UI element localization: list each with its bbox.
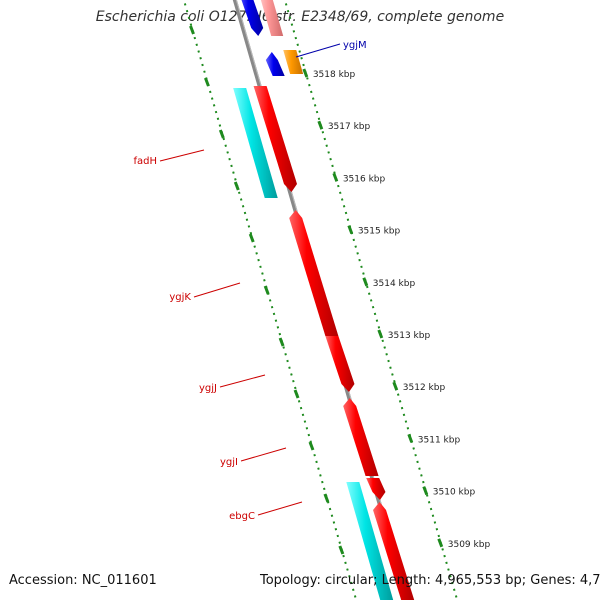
ruler-tick-label: 3518 kbp [313,70,356,80]
ruler-tick-label: 3511 kbp [418,435,461,445]
gene-leader-line [193,282,241,298]
gene-label-ygjM: ygjM [343,40,367,51]
ruler-tick [422,486,429,496]
ruler-tick-label: 3517 kbp [328,122,371,132]
ruler-tick [332,172,339,182]
left-track-tick [308,441,315,451]
left-track-tick [323,493,330,503]
ruler-tick-label: 3516 kbp [343,174,386,184]
left-guide-track [182,0,358,600]
ruler-tick [377,329,384,339]
ruler-tick [362,277,369,287]
left-track-tick [189,25,195,35]
gene-leader-line [295,43,341,58]
ruler-tick [317,120,324,130]
gene-label-ygjI: ygjI [220,457,238,468]
gene-arrow-ebgC [373,502,415,600]
left-track-tick [204,77,210,87]
ruler-tick-label: 3512 kbp [403,383,446,393]
gene-arrow-ygjI [343,398,379,476]
gene-arrow-ygjJ [325,336,355,392]
gene-arrow-orange [283,50,304,74]
ruler-tick [407,433,414,443]
ruler-tick [392,381,399,391]
map-title: Escherichia coli O127:H6 str. E2348/69, … [95,9,505,25]
gene-label-ygjJ: ygjJ [199,383,217,394]
genome-summary-text: Topology: circular; Length: 4,965,553 bp… [260,573,600,588]
gene-labels: ygjM fadH ygjK ygjJ ygjI ebgC [133,40,366,522]
ruler-tick-label: 3513 kbp [388,331,431,341]
gene-leader-line [240,447,287,462]
gene-arrow-pink [260,0,284,36]
gene-label-ebgC: ebgC [229,511,255,522]
gene-arrow-small [366,478,386,500]
gene-arrow-fadH [253,86,298,192]
gene-label-ygjK: ygjK [169,292,191,303]
ruler-tick-label: 3509 kbp [448,540,491,550]
gene-arrow-blue [241,0,264,36]
left-track-tick [263,285,270,295]
ruler-tick-label: 3510 kbp [433,488,476,498]
left-track-tick [293,389,300,399]
cds-band-ebgC [346,482,394,600]
gene-leader-line [159,149,205,162]
left-track-tick [218,129,225,139]
gene-label-fadH: fadH [133,156,157,167]
ruler-tick-label: 3515 kbp [358,227,401,237]
gene-leader-line [219,374,266,388]
left-track-tick [278,337,285,347]
ruler-tick [302,68,309,78]
gene-features [233,0,415,600]
left-track-tick [233,181,240,191]
ruler-tick-label: 3514 kbp [373,279,416,289]
accession-text: Accession: NC_011601 [9,573,157,588]
left-track-tick [248,233,255,243]
gene-leader-line [257,501,303,516]
dotted-guide-tracks [182,0,459,600]
ruler-tick [437,538,444,548]
gene-arrow-ygjM [265,52,285,76]
right-guide-track [283,0,459,600]
ruler-tick [347,225,354,235]
kbp-ruler: 3518 kbp 3517 kbp 3516 kbp 3515 kbp 3514 kbp… [302,68,491,550]
left-track-tick [338,545,345,555]
cds-band-fadH [233,88,278,198]
gene-arrow-ygjK [289,210,339,336]
